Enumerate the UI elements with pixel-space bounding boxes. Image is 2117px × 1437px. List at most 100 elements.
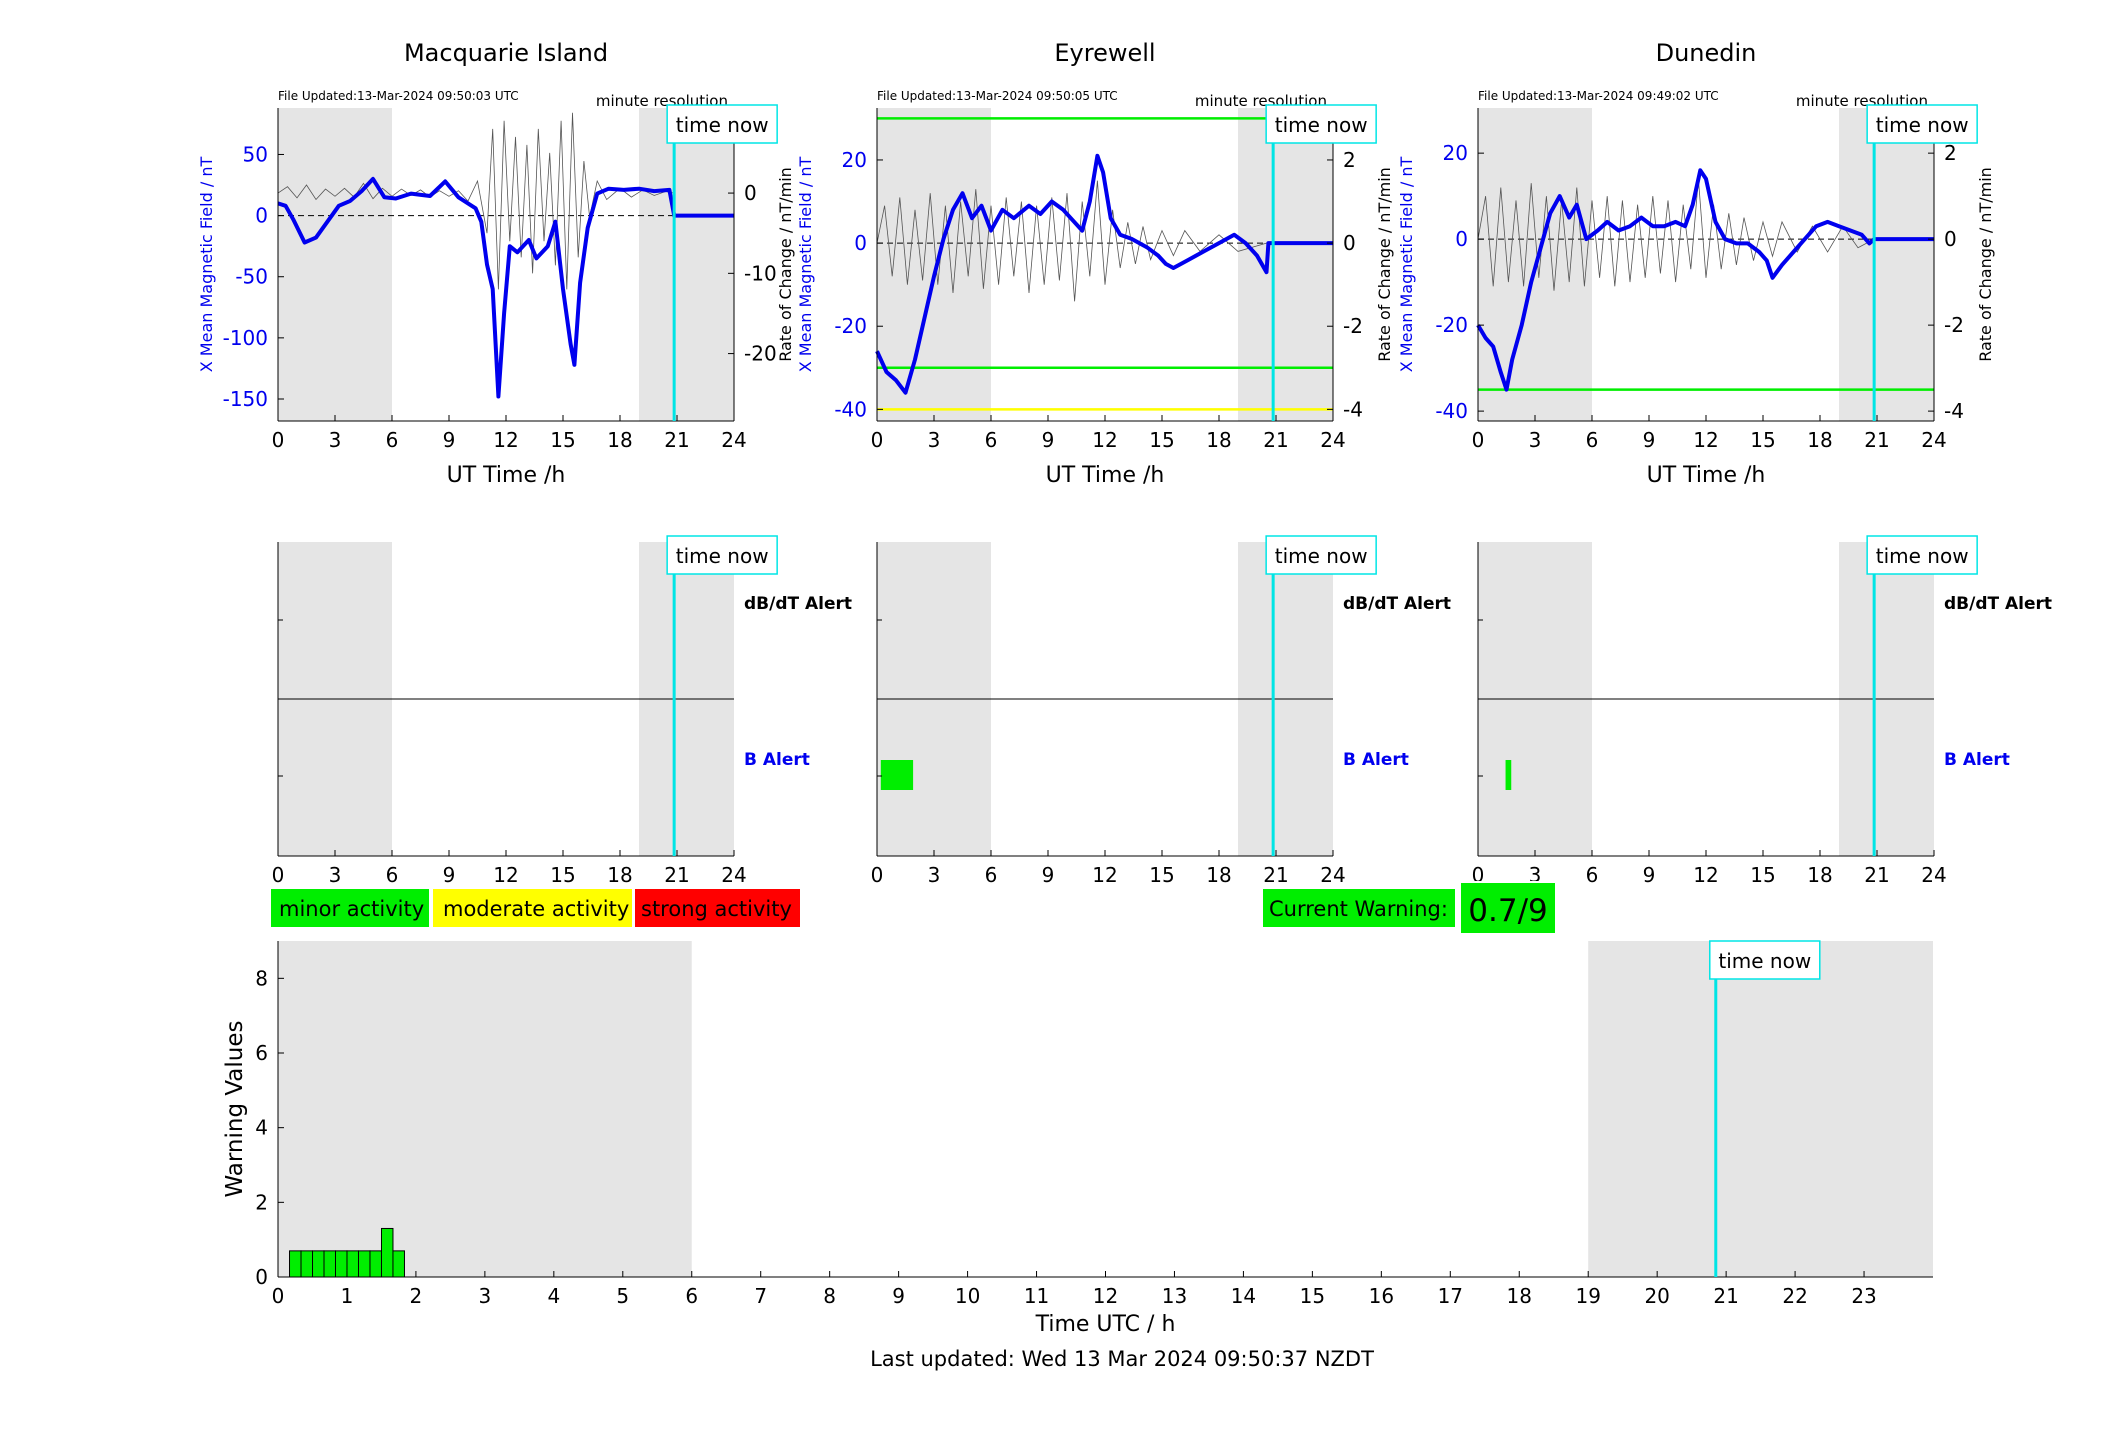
top-panel-1-x-tick-label: 21 (664, 428, 689, 452)
alert-panel-2-x-tick-label: 15 (1149, 863, 1174, 887)
top-panel-1-time-now-label: time now (676, 113, 769, 137)
top-panel-2-y-tick-label: -20 (834, 314, 867, 338)
top-panel-2-ylabel-left: X Mean Magnetic Field / nT (796, 157, 815, 373)
top-panel-2-xlabel: UT Time /h (1046, 463, 1165, 488)
top-panel-1-title: Macquarie Island (404, 39, 608, 67)
top-panel-2-title: Eyrewell (1054, 39, 1155, 67)
alert-panel-1-dbdt-label: dB/dT Alert (744, 594, 852, 614)
top-panel-2-x-tick-label: 15 (1149, 428, 1174, 452)
warning-chart-x-tick-label: 10 (955, 1284, 980, 1308)
top-panel-1-x-tick-label: 0 (272, 428, 285, 452)
warning-chart-bar (312, 1250, 325, 1278)
warning-chart-x-tick-label: 9 (892, 1284, 905, 1308)
top-panel-2-x-tick-label: 3 (928, 428, 941, 452)
activity-legend: minor activity moderate activity strong … (269, 887, 802, 929)
alert-panel-2-x-tick-label: 9 (1042, 863, 1055, 887)
alert-panel-1-x-tick-label: 9 (443, 863, 456, 887)
warning-chart-x-tick-label: 12 (1093, 1284, 1118, 1308)
warning-chart-x-tick-label: 21 (1713, 1284, 1738, 1308)
alert-panel-3-time-now-box (1866, 535, 1978, 575)
top-panel-1-x-tick-label: 9 (443, 428, 456, 452)
warning-chart-x-tick-label: 15 (1300, 1284, 1325, 1308)
alert-panel-3-x-tick-label: 9 (1643, 863, 1656, 887)
alert-panel-3-x-tick-label: 21 (1864, 863, 1889, 887)
alert-panel-1-x-tick-label: 18 (607, 863, 632, 887)
top-panel-3-y2-tick-label: 0 (1944, 227, 1957, 251)
top-panel-1-ylabel-right: Rate of Change / nT/min (776, 167, 795, 362)
alert-panel-2-time-now-label: time now (1275, 544, 1368, 568)
top-panel-1-x-tick-label: 15 (550, 428, 575, 452)
legend-strong-label: strong activity (641, 897, 792, 921)
warning-chart-x-tick-label: 16 (1369, 1284, 1394, 1308)
alert-panel-2-time-now-box (1265, 535, 1377, 575)
warning-chart-bar (392, 1250, 405, 1278)
top-panel-2-x-tick-label: 21 (1263, 428, 1288, 452)
warning-chart-x-tick-label: 6 (685, 1284, 698, 1308)
warning-chart-x-tick-label: 8 (823, 1284, 836, 1308)
alert-panel-2: 0 3 6 9 12 15 18 21 24 dB/dT Alert B Alert time now (871, 535, 1451, 887)
top-panel-3-x-tick-label: 3 (1529, 428, 1542, 452)
top-panel-2-rate-series (876, 180, 1267, 302)
top-panel-2-x-tick-label: 9 (1042, 428, 1055, 452)
top-panel-3-title: Dunedin (1656, 39, 1757, 67)
top-panel-3-x-tick-label: 12 (1693, 428, 1718, 452)
top-panel-1-y-tick-label: -50 (235, 265, 268, 289)
alert-panel-1-x-tick-label: 3 (329, 863, 342, 887)
top-panel-3-ylabel-left: X Mean Magnetic Field / nT (1397, 157, 1416, 373)
top-panel-1-x-tick-label: 18 (607, 428, 632, 452)
top-panel-3-x-tick-label: 18 (1807, 428, 1832, 452)
warning-chart-x-tick-label: 14 (1231, 1284, 1256, 1308)
warning-chart-ylabel: Warning Values (222, 1020, 248, 1197)
top-panel-3-y-tick-label: 20 (1443, 141, 1468, 165)
top-panel-2-file-updated: File Updated:13-Mar-2024 09:50:05 UTC (877, 89, 1118, 103)
warning-chart-y-tick-label: 8 (255, 966, 268, 990)
top-panel-2-ylabel-right: Rate of Change / nT/min (1375, 167, 1394, 362)
alert-panel-3-x-tick-label: 18 (1807, 863, 1832, 887)
current-warning-value-box (1459, 881, 1557, 935)
warning-chart-x-tick-label: 22 (1782, 1284, 1807, 1308)
legend-minor-swatch (269, 887, 431, 929)
top-panel-1-field-series (277, 176, 734, 399)
top-panel-3-x-tick-label: 24 (1921, 428, 1946, 452)
alert-panel-3-x-tick-label: 12 (1693, 863, 1718, 887)
top-panel-3-time-now-box (1866, 104, 1978, 144)
warning-chart-x-tick-label: 23 (1851, 1284, 1876, 1308)
top-panel-1-night-band (639, 108, 734, 421)
alert-panel-3-x-tick-label: 24 (1921, 863, 1946, 887)
alert-panel-2-x-tick-label: 18 (1206, 863, 1231, 887)
top-panel-2-night-band (1238, 108, 1333, 421)
current-warning-value: 0.7/9 (1468, 893, 1547, 929)
top-panel-3-rate-series (1477, 178, 1875, 291)
top-panel-3-y-tick-label: -20 (1435, 313, 1468, 337)
alert-panel-3-time-now-label: time now (1876, 544, 1969, 568)
warning-chart-y-tick-label: 2 (255, 1190, 268, 1214)
warning-chart-x-tick-label: 0 (272, 1284, 285, 1308)
legend-strong-swatch (633, 887, 802, 929)
alert-panel-2-b-alert-label: B Alert (1343, 750, 1409, 770)
top-panel-3-xlabel: UT Time /h (1647, 463, 1766, 488)
alert-panel-2-x-tick-label: 3 (928, 863, 941, 887)
warning-chart-time-now-box (1709, 940, 1821, 980)
top-panel-3-x-tick-label: 21 (1864, 428, 1889, 452)
alert-panel-2-b-alert-bar (880, 760, 914, 790)
current-warning-label: Current Warning: (1269, 897, 1448, 921)
top-panel-2-y2-tick-label: -2 (1343, 314, 1363, 338)
top-panel-3-x-tick-label: 9 (1643, 428, 1656, 452)
top-panel-1-night-band (278, 108, 392, 421)
top-panel-2-x-tick-label: 0 (871, 428, 884, 452)
alert-panel-1-x-tick-label: 15 (550, 863, 575, 887)
top-panel-3-file-updated: File Updated:13-Mar-2024 09:49:02 UTC (1478, 89, 1719, 103)
top-panel-3-x-tick-label: 15 (1750, 428, 1775, 452)
top-panel-1-y-tick-label: -150 (223, 387, 268, 411)
warning-chart-night-band (278, 941, 692, 1277)
top-panel-3-field-series (1476, 168, 1934, 392)
warning-chart-x-tick-label: 19 (1575, 1284, 1600, 1308)
warning-chart-x-tick-label: 2 (410, 1284, 423, 1308)
warning-chart-x-tick-label: 7 (754, 1284, 767, 1308)
top-panel-2-field-series (875, 153, 1333, 395)
top-panel-1-ylabel-left: X Mean Magnetic Field / nT (197, 157, 216, 373)
top-panel-3-y-tick-label: 0 (1455, 227, 1468, 251)
